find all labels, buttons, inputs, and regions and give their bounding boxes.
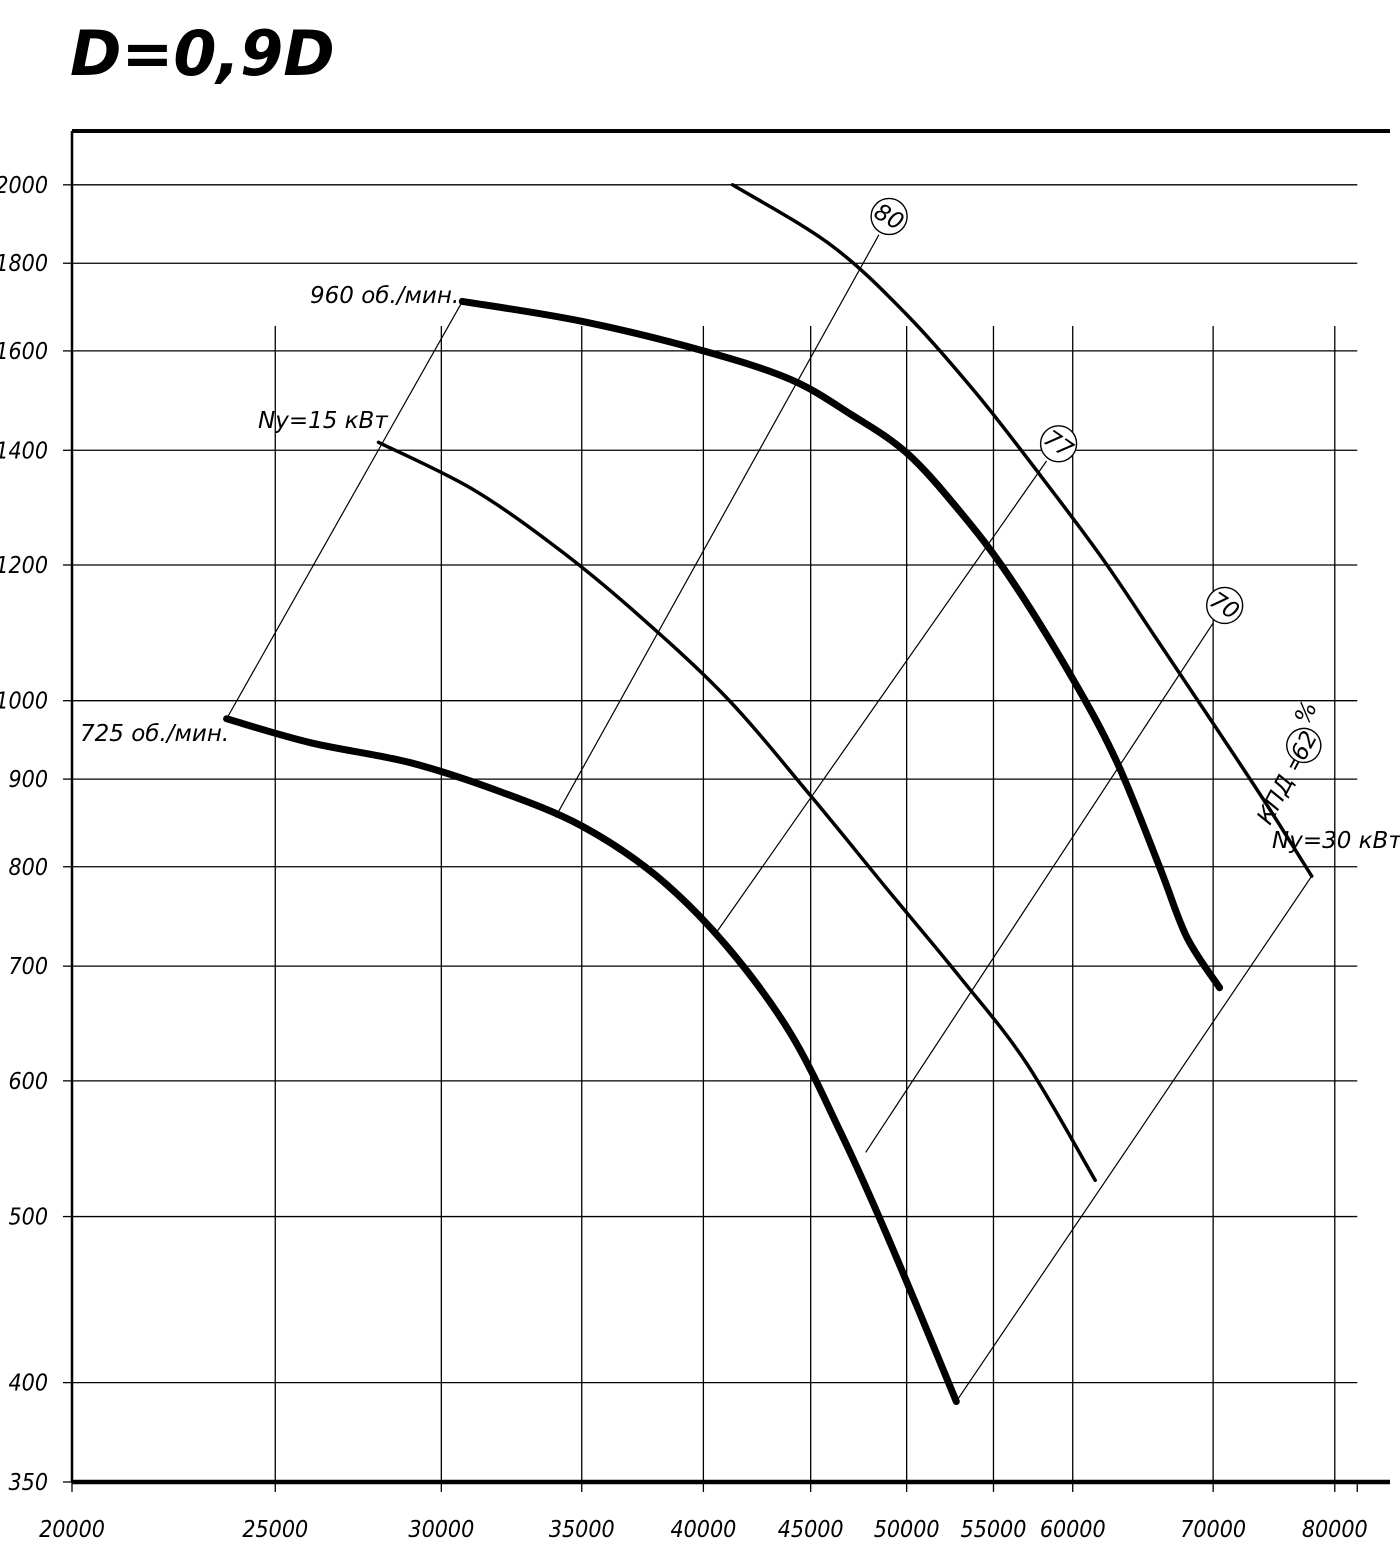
label-725-rpm: 725 об./мин. <box>80 721 229 747</box>
tick-label-y: 1000 <box>0 689 48 715</box>
tick-label-x: 80000 <box>1302 1517 1368 1543</box>
efficiency-caption: КПД = 62 % <box>1252 697 1323 829</box>
tick-label-x: 60000 <box>1040 1517 1106 1543</box>
efficiency-line <box>226 301 463 720</box>
tick-label-y: 900 <box>9 767 49 793</box>
tick-label-y: 350 <box>9 1470 49 1496</box>
tick-label-x: 70000 <box>1180 1517 1246 1543</box>
tick-label-y: 1400 <box>0 438 48 464</box>
series-curve <box>458 297 1224 992</box>
tick-label-y: 400 <box>9 1371 49 1397</box>
efficiency-circle <box>1205 586 1244 625</box>
tick-label-y: 2000 <box>0 173 48 199</box>
tick-label-y: 1800 <box>0 251 48 277</box>
tick-label-y: 700 <box>9 954 49 980</box>
tick-label-x: 20000 <box>39 1517 105 1543</box>
tick-label-x: 30000 <box>408 1517 474 1543</box>
plot-frame <box>70 129 1390 1485</box>
tick-label-y: 1600 <box>0 339 48 365</box>
tick-label-x: 45000 <box>778 1517 844 1543</box>
series-curve <box>376 440 1097 1182</box>
efficiency-caption-circle <box>1286 727 1322 764</box>
series-curves <box>223 183 1314 1405</box>
grid <box>63 184 1358 1492</box>
tick-label-x: 40000 <box>670 1517 736 1543</box>
chart-title: D=0,9D <box>70 17 335 90</box>
tick-label-x: 50000 <box>874 1517 940 1543</box>
efficiency-line <box>955 875 1313 1402</box>
efficiency-line <box>714 460 1048 936</box>
tick-label-y: 600 <box>9 1069 49 1095</box>
efficiency-circle <box>870 197 908 236</box>
label-power-30: Nу=30 кВт <box>1272 828 1400 854</box>
tick-labels: 350 400 500 600 700 800 900 1000 1200 1400 1600 180… <box>0 173 1368 1543</box>
efficiency-circle <box>1039 425 1078 463</box>
efficiency-line <box>865 622 1214 1153</box>
series-curve <box>223 715 960 1405</box>
label-960-rpm: 960 об./мин. <box>310 283 459 309</box>
annotations: 960 об./мин. 725 об./мин. Nу=15 кВт Nу=3… <box>80 283 1400 854</box>
tick-label-x: 35000 <box>549 1517 615 1543</box>
tick-label-x: 55000 <box>961 1517 1027 1543</box>
tick-label-y: 800 <box>9 855 49 881</box>
tick-label-y: 500 <box>9 1205 49 1231</box>
tick-label-x: 25000 <box>242 1517 308 1543</box>
tick-label-y: 1200 <box>0 553 48 579</box>
series-curve <box>730 183 1314 878</box>
label-power-15: Nу=15 кВт <box>258 408 388 434</box>
efficiency-line <box>554 234 880 818</box>
efficiency-caption-unit: % <box>1290 697 1323 729</box>
